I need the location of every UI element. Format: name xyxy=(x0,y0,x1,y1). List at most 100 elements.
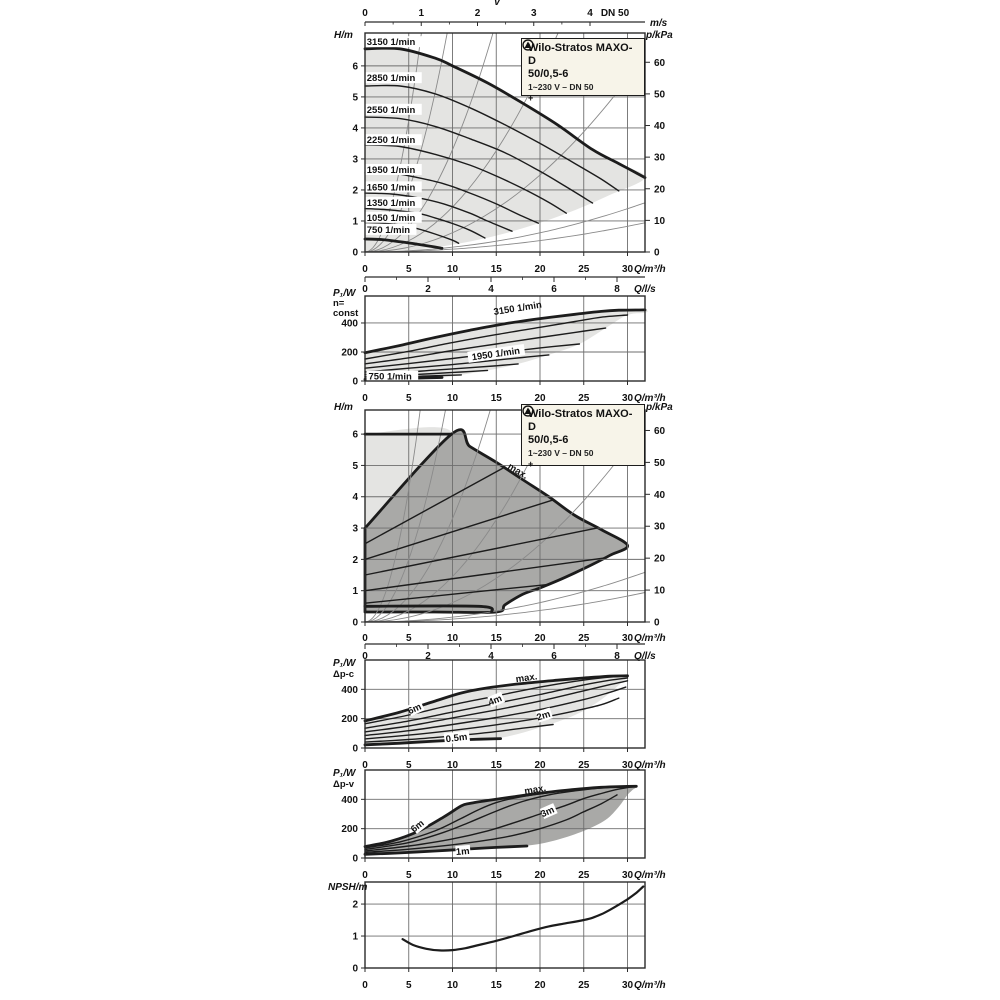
ls-tick-label: 8 xyxy=(614,651,620,662)
ls-tick-label: 6 xyxy=(551,284,557,295)
affinity-parabola xyxy=(364,202,646,253)
affinity-parabola xyxy=(364,422,646,623)
curve-1m xyxy=(364,723,554,743)
x-tick-label: 5 xyxy=(406,264,412,275)
affinity-parabola xyxy=(364,409,555,623)
y-tick-label: 400 xyxy=(341,795,358,806)
x-tick-label: 5 xyxy=(406,393,412,404)
curve-3m xyxy=(364,686,627,737)
x-tick-label: 10 xyxy=(447,633,459,644)
plot-frame-power_dpv xyxy=(364,769,646,859)
axis-title-head-1: H/m xyxy=(334,30,353,41)
curve-3150-1-min xyxy=(363,308,647,355)
x-axis-unit: Q/m³/h xyxy=(634,633,666,644)
x-tick-label: 5 xyxy=(406,870,412,881)
y-tick-label: 200 xyxy=(341,824,358,835)
curve-label: 3m xyxy=(539,804,556,820)
curve-4m xyxy=(364,785,624,851)
ls-tick-label: 2 xyxy=(425,651,431,662)
x-tick-label: 25 xyxy=(578,393,590,404)
p-tick-label: 20 xyxy=(654,184,666,195)
p-tick-label: 0 xyxy=(654,618,660,629)
curve-2550-1-min xyxy=(364,327,607,365)
affinity-parabola xyxy=(364,571,646,623)
curve-label: 2550 1/min xyxy=(367,105,416,116)
curve-label: 3150 1/min xyxy=(493,300,543,318)
title-box-2: Wilo-Stratos MAXO-D 50/0,5-6 1~230 V – D… xyxy=(521,404,645,469)
curve-label: max. xyxy=(515,671,538,685)
x-axis-unit: Q/m³/h xyxy=(634,870,666,881)
p-tick-label: 30 xyxy=(654,153,666,164)
curve-dpv-line-1m xyxy=(364,583,550,604)
curve-1950-1-min xyxy=(364,354,550,373)
curve-1m xyxy=(363,844,529,856)
x-tick-label: 10 xyxy=(447,870,459,881)
curve-2m xyxy=(364,794,618,854)
x-tick-label: 20 xyxy=(534,980,546,991)
x-tick-label: 15 xyxy=(491,980,503,991)
axis-title-power-2: P₁/W xyxy=(333,658,356,669)
curve-5m xyxy=(364,677,629,729)
y-tick-label: 1 xyxy=(352,216,358,227)
curve-label: 6m xyxy=(406,702,423,718)
x-tick-label: 5 xyxy=(406,633,412,644)
v-tick-label: 4 xyxy=(587,8,593,19)
ls-tick-label: 2 xyxy=(425,284,431,295)
x-tick-label: 15 xyxy=(491,393,503,404)
x-tick-label: 30 xyxy=(622,393,634,404)
curve-label: 1350 1/min xyxy=(367,198,416,209)
pump-size: 50/0,5-6 xyxy=(528,68,569,80)
x-tick-label: 10 xyxy=(447,760,459,771)
x-axis-unit: Q/m³/h xyxy=(634,980,666,991)
curve-label: 4m xyxy=(487,693,504,708)
y-tick-label: 3 xyxy=(352,154,358,165)
x-tick-label: 30 xyxy=(622,980,634,991)
p-tick-label: 60 xyxy=(654,426,666,437)
y-tick-label: 2 xyxy=(352,900,358,911)
curve-dpv-line-5m xyxy=(364,466,506,545)
curve-1650-1-min xyxy=(364,192,513,232)
p-tick-label: 30 xyxy=(654,522,666,533)
pump-voltage: 1~230 V – DN 50 xyxy=(528,82,594,92)
axis-title-head-2: H/m xyxy=(334,402,353,413)
y-tick-label: 6 xyxy=(352,61,358,72)
label-bg xyxy=(467,344,526,363)
curve-dpv-line-2m xyxy=(364,557,607,592)
y-tick-label: 0 xyxy=(352,377,358,388)
y-tick-label: 2 xyxy=(352,185,358,196)
v-tick-label: 0 xyxy=(362,8,368,19)
y-tick-label: 0 xyxy=(352,964,358,975)
x-tick-label: 15 xyxy=(491,264,503,275)
label-bg xyxy=(539,803,558,820)
curve-label: 0.5m xyxy=(445,732,468,746)
ls-tick-label: 6 xyxy=(551,651,557,662)
plot-frame-power_n_const xyxy=(364,295,646,382)
affinity-parabola xyxy=(364,32,494,253)
y-tick-label: 1 xyxy=(352,932,358,943)
y-tick-label: 3 xyxy=(352,524,358,535)
v-tick-label: 2 xyxy=(475,8,481,19)
x-tick-label: 0 xyxy=(362,633,368,644)
label-bg xyxy=(455,844,471,858)
plot-frame-npsh xyxy=(364,881,646,969)
x-tick-label: 20 xyxy=(534,633,546,644)
y-tick-label: 0 xyxy=(352,248,358,259)
x-tick-label: 25 xyxy=(578,980,590,991)
label-bg xyxy=(487,691,506,708)
axis-title-pressure-1: p/kPa xyxy=(646,30,673,41)
x-tick-label: 0 xyxy=(362,760,368,771)
pump-model: Wilo-Stratos MAXO-D xyxy=(528,42,633,67)
label-bg xyxy=(406,700,425,717)
curve-label: 1050 1/min xyxy=(367,213,416,224)
pump-model: Wilo-Stratos MAXO-D xyxy=(528,408,633,433)
curve-label: 2850 1/min xyxy=(367,73,416,84)
pump-voltage: 1~230 V – DN 50 xyxy=(528,448,594,458)
x-tick-label: 30 xyxy=(622,870,634,881)
x-tick-label: 5 xyxy=(406,980,412,991)
y-tick-label: 5 xyxy=(352,461,358,472)
curve-1350-1-min xyxy=(364,207,486,239)
x-tick-label: 0 xyxy=(362,393,368,404)
ls-tick-label: 8 xyxy=(614,284,620,295)
curve-hmin-limit xyxy=(363,604,494,614)
y-tick-label: 200 xyxy=(341,347,358,358)
